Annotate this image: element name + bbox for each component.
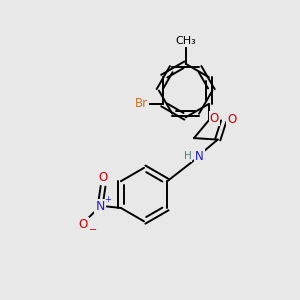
Text: CH₃: CH₃: [175, 36, 196, 46]
Text: Br: Br: [135, 98, 148, 110]
Text: H: H: [184, 151, 191, 161]
Text: N: N: [95, 200, 105, 213]
Text: −: −: [88, 225, 97, 235]
Text: +: +: [104, 194, 111, 203]
Text: N: N: [195, 150, 204, 163]
Text: O: O: [98, 171, 108, 184]
Text: O: O: [227, 113, 237, 126]
Text: O: O: [210, 112, 219, 125]
Text: O: O: [79, 218, 88, 231]
